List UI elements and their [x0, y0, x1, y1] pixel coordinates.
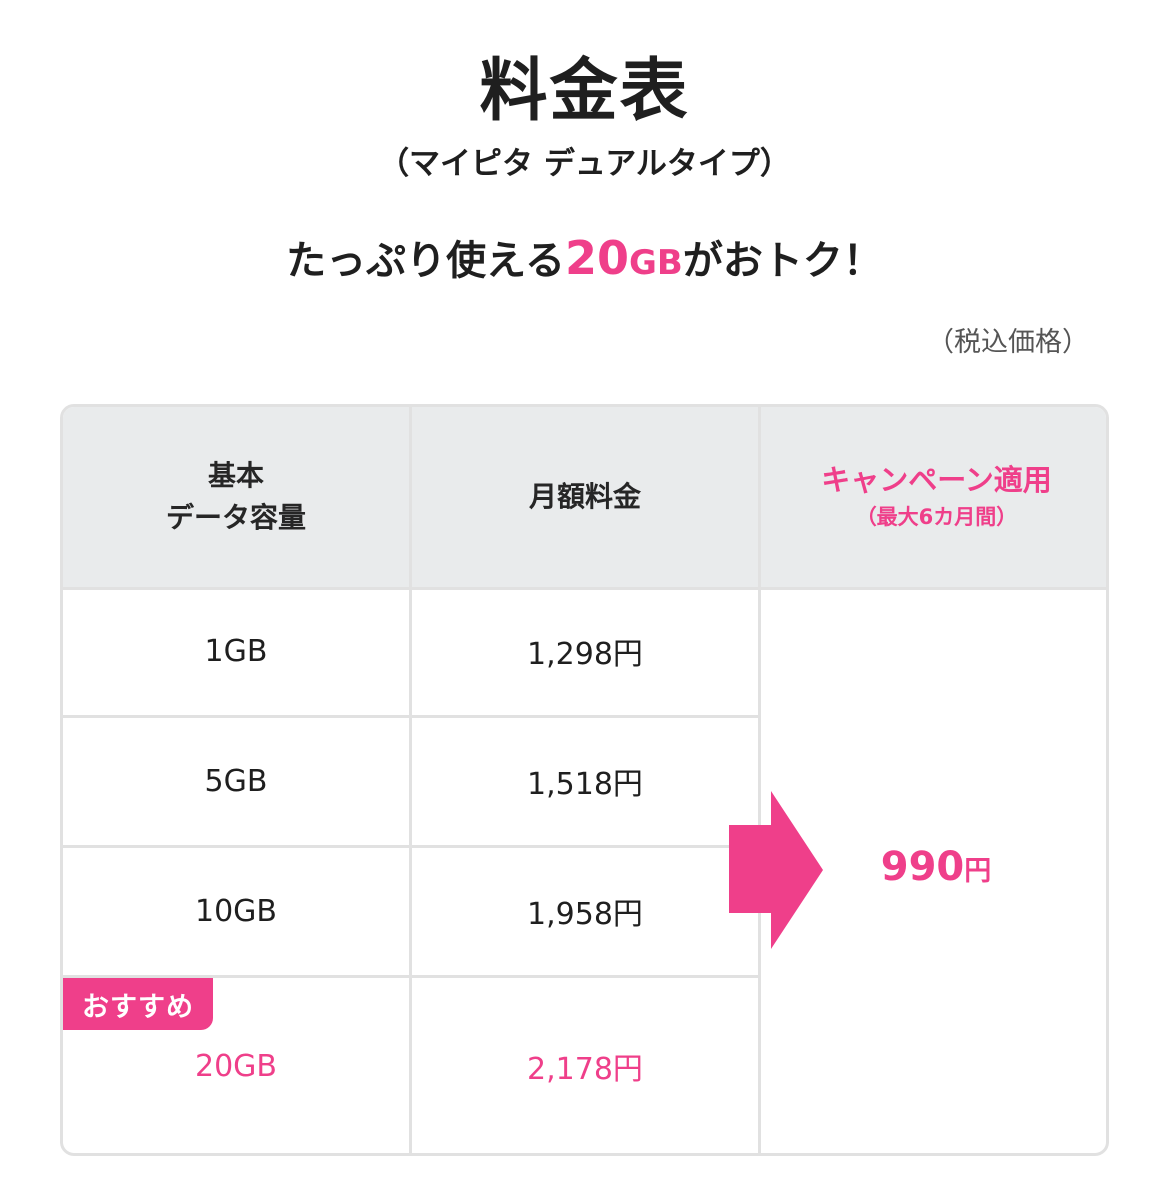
- row-divider: [63, 715, 761, 718]
- page-title: 料金表: [479, 52, 690, 131]
- table-row-capacity-recommended: 20GB: [194, 1048, 277, 1084]
- column-divider: [409, 407, 412, 1153]
- header-campaign-title: キャンペーン適用: [821, 463, 1052, 497]
- header-monthly-fee: 月額料金: [412, 407, 758, 587]
- headline-prefix: たっぷり使える: [286, 238, 565, 284]
- campaign-price-number: 990: [880, 844, 965, 890]
- header-monthly-fee-label: 月額料金: [528, 480, 641, 513]
- column-divider: [758, 407, 761, 1153]
- table-row-capacity: 10GB: [194, 893, 277, 929]
- header-data-capacity-line2: データ容量: [165, 501, 306, 534]
- arrow-right-icon: [729, 791, 823, 949]
- row-divider: [63, 845, 761, 848]
- table-row-capacity: 1GB: [204, 633, 268, 669]
- headline-suffix: がおトク！: [682, 238, 883, 284]
- table-row-capacity: 5GB: [204, 763, 268, 799]
- campaign-price: 990円: [763, 837, 1106, 905]
- table-row-price: 1,518円: [527, 767, 643, 802]
- tax-note: （税込価格）: [927, 327, 1089, 358]
- header-data-capacity-line1: 基本: [207, 459, 264, 492]
- campaign-price-unit: 円: [964, 856, 992, 887]
- row-divider: [63, 587, 1106, 590]
- headline-highlight-unit: GB: [629, 243, 683, 283]
- headline-highlight-number: 20: [564, 231, 629, 285]
- recommended-badge: おすすめ: [63, 978, 213, 1030]
- headline: たっぷり使える20GBがおトク！: [0, 228, 1169, 293]
- header-data-capacity: 基本 データ容量: [63, 407, 409, 587]
- header-campaign-note: （最大6カ月間）: [855, 505, 1018, 529]
- row-divider: [63, 975, 761, 978]
- table-row-price: 1,958円: [527, 897, 643, 932]
- header-campaign: キャンペーン適用 （最大6カ月間）: [761, 407, 1106, 587]
- table-row-price: 1,298円: [527, 637, 643, 672]
- table-row-price-recommended: 2,178円: [527, 1052, 643, 1087]
- page-subtitle: （マイピタ デュアルタイプ）: [378, 146, 791, 182]
- price-table: 基本 データ容量 月額料金 キャンペーン適用 （最大6カ月間） 1GB 1,29…: [60, 404, 1109, 1156]
